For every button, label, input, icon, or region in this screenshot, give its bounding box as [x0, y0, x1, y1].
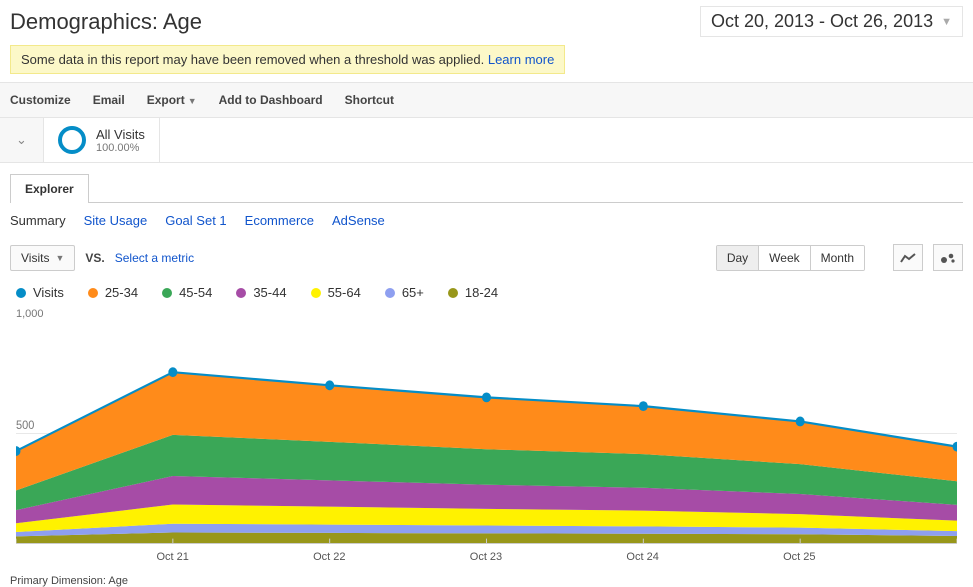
toolbar-export[interactable]: Export▼: [147, 93, 197, 107]
learn-more-link[interactable]: Learn more: [488, 52, 554, 67]
x-tick-label: Oct 21: [94, 551, 251, 563]
sublink-adsense[interactable]: AdSense: [332, 213, 385, 228]
report-tabs: Explorer: [10, 173, 963, 203]
toolbar-shortcut[interactable]: Shortcut: [345, 93, 394, 107]
date-range-text: Oct 20, 2013 - Oct 26, 2013: [711, 11, 933, 32]
primary-metric-selector[interactable]: Visits ▼: [10, 245, 75, 271]
sublink-goal-set-1[interactable]: Goal Set 1: [165, 213, 226, 228]
x-tick-label: Oct 22: [251, 551, 408, 563]
page-title: Demographics: Age: [10, 9, 202, 35]
legend-label: 35-44: [253, 285, 286, 300]
motion-chart-icon: [940, 252, 956, 264]
legend-item[interactable]: 35-44: [236, 285, 286, 300]
legend-label: 65+: [402, 285, 424, 300]
secondary-metric-link[interactable]: Select a metric: [115, 251, 194, 265]
chevron-down-icon: ▼: [55, 253, 64, 263]
legend-label: 18-24: [465, 285, 498, 300]
chart-legend: Visits 25-34 45-54 35-44 55-64 65+ 18-24: [0, 281, 973, 308]
report-sublinks: Summary Site Usage Goal Set 1 Ecommerce AdSe…: [0, 203, 973, 234]
x-tick-label: Oct 25: [721, 551, 878, 563]
chevron-down-icon: ▼: [941, 16, 952, 28]
segment-pct: 100.00%: [96, 142, 145, 154]
line-marker[interactable]: [325, 380, 334, 390]
sublink-ecommerce[interactable]: Ecommerce: [245, 213, 314, 228]
chevron-down-icon: ▼: [188, 96, 197, 106]
report-toolbar: Customize Email Export▼ Add to Dashboard Sho…: [0, 82, 973, 118]
legend-item[interactable]: 25-34: [88, 285, 138, 300]
legend-label: 55-64: [328, 285, 361, 300]
x-axis-labels: Oct 21Oct 22Oct 23Oct 24Oct 25: [16, 547, 957, 563]
y-axis-max-label: 1,000: [16, 308, 957, 320]
granularity-day[interactable]: Day: [717, 246, 759, 270]
granularity-month[interactable]: Month: [811, 246, 864, 270]
segment-expand-toggle[interactable]: ⌄: [0, 118, 44, 162]
legend-dot: [448, 288, 458, 298]
legend-dot: [16, 288, 26, 298]
legend-dot: [88, 288, 98, 298]
legend-dot: [236, 288, 246, 298]
x-tick-label: [16, 551, 94, 563]
legend-label: 25-34: [105, 285, 138, 300]
x-tick-label: [878, 551, 956, 563]
tab-explorer[interactable]: Explorer: [10, 174, 89, 203]
legend-dot: [162, 288, 172, 298]
sublink-summary[interactable]: Summary: [10, 213, 66, 228]
segment-all-visits[interactable]: All Visits 100.00%: [44, 118, 160, 162]
demographics-chart: 500: [16, 324, 957, 544]
line-chart-icon: [900, 252, 916, 264]
legend-dot: [385, 288, 395, 298]
toolbar-customize[interactable]: Customize: [10, 93, 71, 107]
x-tick-label: Oct 24: [564, 551, 721, 563]
legend-item[interactable]: 18-24: [448, 285, 498, 300]
notice-text: Some data in this report may have been r…: [21, 52, 484, 67]
toolbar-add-to-dashboard[interactable]: Add to Dashboard: [219, 93, 323, 107]
threshold-notice: Some data in this report may have been r…: [10, 45, 565, 74]
sublink-site-usage[interactable]: Site Usage: [84, 213, 148, 228]
line-chart-toggle[interactable]: [893, 244, 923, 271]
legend-item[interactable]: 45-54: [162, 285, 212, 300]
segment-name: All Visits: [96, 127, 145, 142]
line-marker[interactable]: [168, 367, 177, 377]
chart-area: 1,000 500 Oct 21Oct 22Oct 23Oct 24Oct 25: [16, 308, 957, 563]
granularity-group: DayWeekMonth: [716, 245, 865, 271]
vs-label: VS.: [85, 251, 104, 265]
legend-dot: [311, 288, 321, 298]
legend-item[interactable]: Visits: [16, 285, 64, 300]
motion-chart-toggle[interactable]: [933, 244, 963, 271]
toolbar-email[interactable]: Email: [93, 93, 125, 107]
granularity-week[interactable]: Week: [759, 246, 810, 270]
legend-label: Visits: [33, 285, 64, 300]
legend-item[interactable]: 55-64: [311, 285, 361, 300]
x-tick-label: Oct 23: [408, 551, 565, 563]
svg-text:500: 500: [16, 420, 34, 433]
segment-circle-icon: [58, 126, 86, 154]
segment-row: ⌄ All Visits 100.00%: [0, 118, 973, 163]
legend-item[interactable]: 65+: [385, 285, 424, 300]
legend-label: 45-54: [179, 285, 212, 300]
metric-selector-row: Visits ▼ VS. Select a metric DayWeekMont…: [0, 234, 973, 281]
line-marker[interactable]: [796, 417, 805, 427]
line-marker[interactable]: [482, 392, 491, 402]
date-range-picker[interactable]: Oct 20, 2013 - Oct 26, 2013 ▼: [700, 6, 963, 37]
line-marker[interactable]: [639, 401, 648, 411]
chevron-down-icon: ⌄: [16, 132, 27, 148]
primary-dimension-label: Primary Dimension: Age: [0, 563, 973, 587]
primary-metric-label: Visits: [21, 251, 49, 265]
